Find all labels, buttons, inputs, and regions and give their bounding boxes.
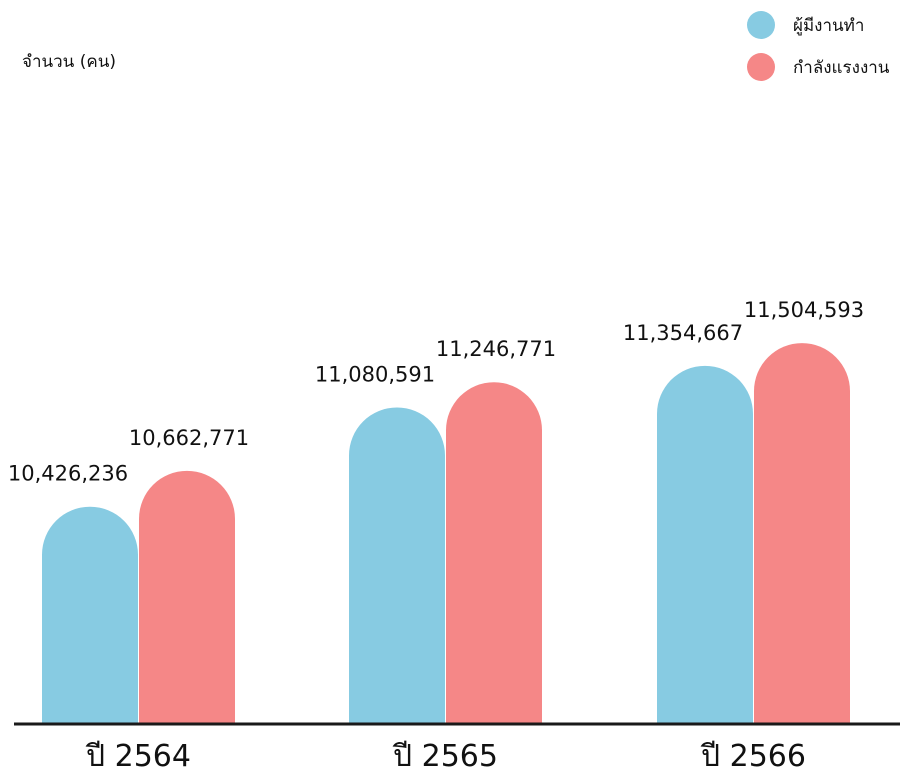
bar-employed-2 xyxy=(657,365,753,723)
value-label-employed-1: 11,080,591 xyxy=(315,362,435,386)
value-label-labor-force-2: 11,504,593 xyxy=(744,298,864,322)
legend-swatch-employed xyxy=(747,11,775,39)
y-axis-label: จำนวน (คน) xyxy=(22,52,116,72)
bar-labor-force-0 xyxy=(139,470,235,723)
bar-employed-1 xyxy=(349,407,445,723)
legend-label-employed: ผู้มีงานทำ xyxy=(793,16,864,36)
x-tick-label-1: ปี 2565 xyxy=(392,739,498,770)
bar-labor-force-1 xyxy=(446,382,542,723)
x-tick-label-0: ปี 2564 xyxy=(85,739,191,770)
value-label-labor-force-1: 11,246,771 xyxy=(436,337,556,361)
value-label-labor-force-0: 10,662,771 xyxy=(129,426,249,450)
x-tick-label-2: ปี 2566 xyxy=(700,739,806,770)
bar-employed-0 xyxy=(42,506,138,723)
value-label-employed-0: 10,426,236 xyxy=(8,462,128,486)
legend-swatch-labor-force xyxy=(747,53,775,81)
bar-labor-force-2 xyxy=(754,343,850,723)
legend: ผู้มีงานทำ กำลังแรงงาน xyxy=(747,11,890,81)
legend-label-labor-force: กำลังแรงงาน xyxy=(793,58,890,78)
value-label-employed-2: 11,354,667 xyxy=(623,321,743,345)
